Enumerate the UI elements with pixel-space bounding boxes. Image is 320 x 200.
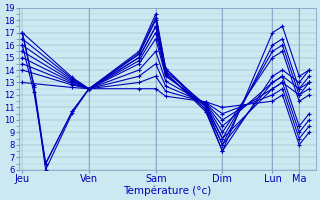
X-axis label: Température (°c): Température (°c)	[123, 185, 212, 196]
